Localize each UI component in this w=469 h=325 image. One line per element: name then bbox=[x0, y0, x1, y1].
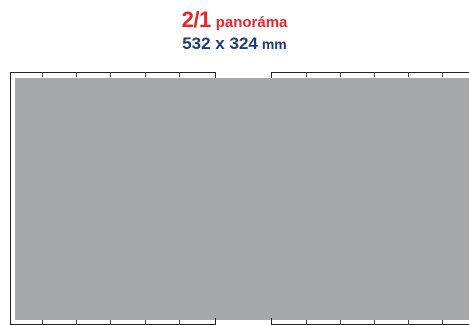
format-size: 532 x 324 bbox=[182, 34, 258, 53]
ruler-ticks-bottom bbox=[42, 320, 443, 325]
format-size-line: 532 x 324 mm bbox=[0, 32, 469, 56]
ruler-ticks-top bbox=[42, 72, 443, 77]
format-unit: mm bbox=[261, 36, 287, 52]
format-name-line: 2/1 panoráma bbox=[0, 8, 469, 32]
format-fraction: 2/1 bbox=[181, 7, 212, 32]
ad-area bbox=[15, 78, 469, 320]
format-title: 2/1 panoráma 532 x 324 mm bbox=[0, 8, 469, 56]
format-name: panoráma bbox=[215, 14, 288, 31]
